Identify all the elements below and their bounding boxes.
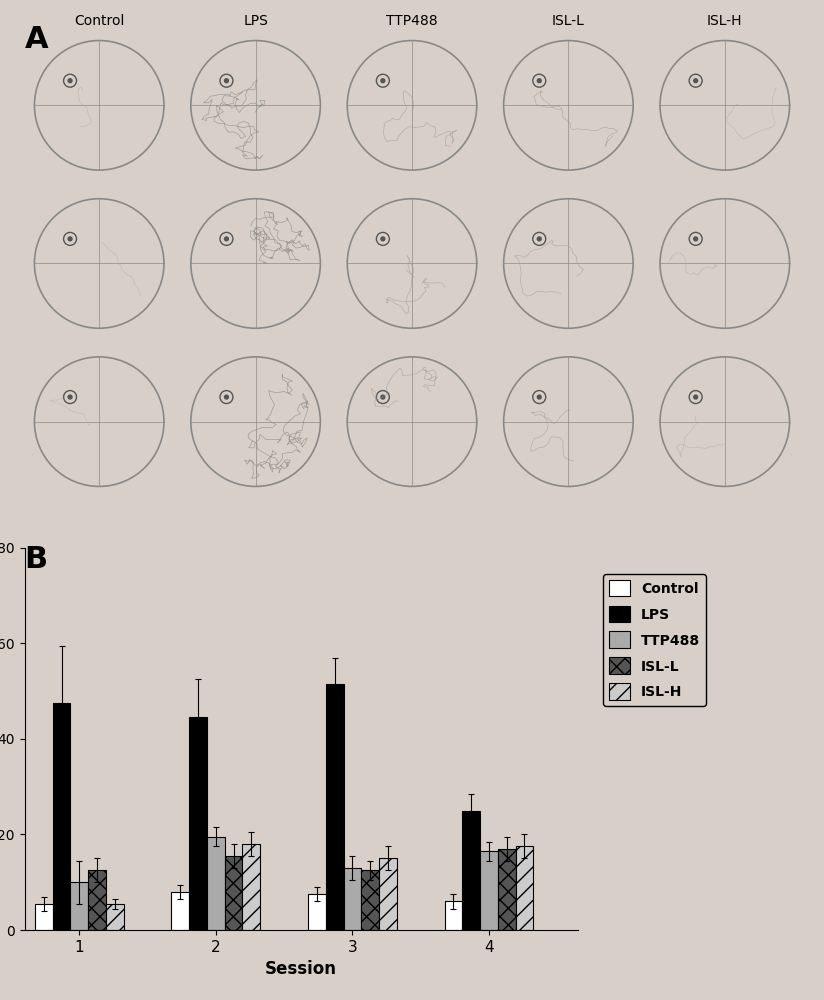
Bar xyxy=(462,811,480,930)
Legend: Control, LPS, TTP488, ISL-L, ISL-H: Control, LPS, TTP488, ISL-L, ISL-H xyxy=(603,574,705,706)
Text: B: B xyxy=(25,545,48,574)
Circle shape xyxy=(537,395,541,399)
Bar xyxy=(379,858,396,930)
Bar xyxy=(361,870,379,930)
Bar xyxy=(242,844,260,930)
Text: A: A xyxy=(25,25,49,54)
Title: ISL-L: ISL-L xyxy=(552,14,585,28)
Bar xyxy=(498,849,516,930)
X-axis label: Session: Session xyxy=(265,960,337,978)
Circle shape xyxy=(68,395,72,399)
Circle shape xyxy=(537,237,541,241)
Title: ISL-H: ISL-H xyxy=(707,14,742,28)
Bar xyxy=(444,901,462,930)
Title: Control: Control xyxy=(74,14,124,28)
Bar xyxy=(71,882,88,930)
Circle shape xyxy=(381,79,385,83)
Bar xyxy=(53,703,71,930)
Bar xyxy=(88,870,106,930)
Circle shape xyxy=(224,395,228,399)
Bar xyxy=(516,846,533,930)
Circle shape xyxy=(224,79,228,83)
Bar xyxy=(325,684,344,930)
Bar xyxy=(35,904,53,930)
Circle shape xyxy=(381,395,385,399)
Title: LPS: LPS xyxy=(243,14,268,28)
Bar xyxy=(106,904,124,930)
Bar xyxy=(190,717,207,930)
Bar xyxy=(480,851,498,930)
Bar xyxy=(207,837,225,930)
Circle shape xyxy=(68,79,72,83)
Bar xyxy=(344,868,361,930)
Circle shape xyxy=(537,79,541,83)
Title: TTP488: TTP488 xyxy=(386,14,438,28)
Circle shape xyxy=(68,237,72,241)
Circle shape xyxy=(694,79,698,83)
Circle shape xyxy=(224,237,228,241)
Circle shape xyxy=(694,395,698,399)
Circle shape xyxy=(694,237,698,241)
Bar xyxy=(171,892,190,930)
Bar xyxy=(225,856,242,930)
Bar xyxy=(308,894,325,930)
Circle shape xyxy=(381,237,385,241)
